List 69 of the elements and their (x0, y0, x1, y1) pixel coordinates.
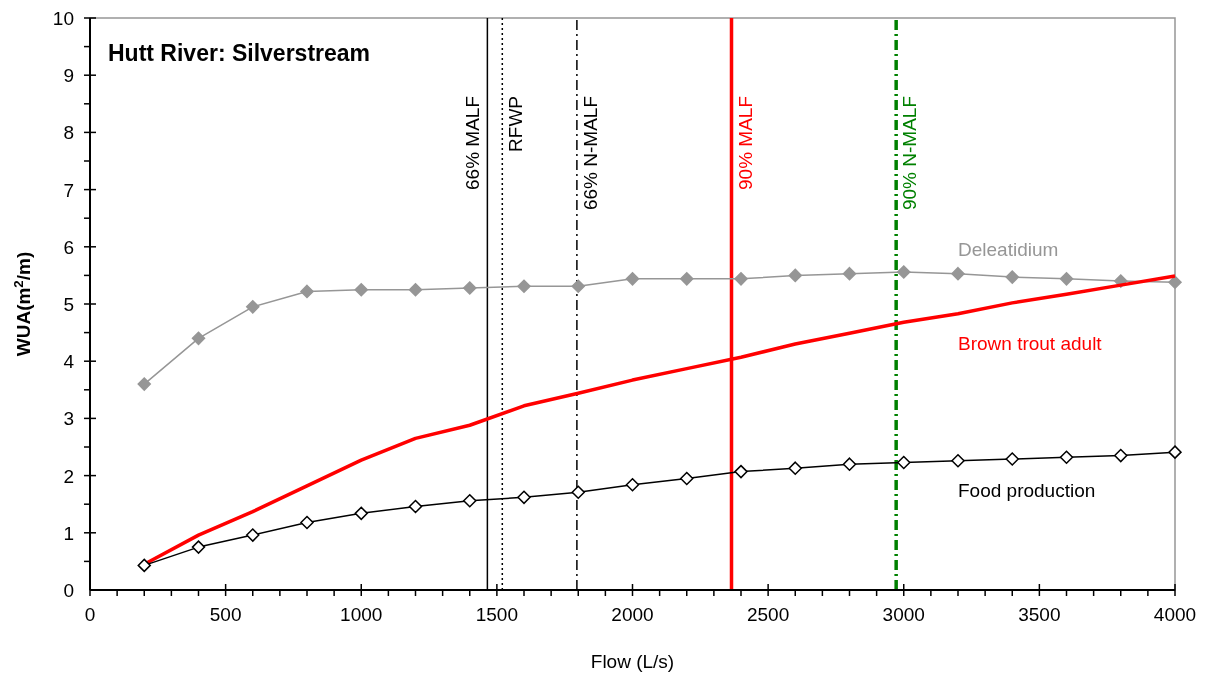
point (246, 528, 260, 542)
point (842, 457, 857, 471)
point (1059, 272, 1074, 286)
series-label: Deleatidium (958, 238, 1059, 260)
y-tick-label: 6 (63, 236, 74, 258)
point (625, 272, 640, 286)
x-tick-label: 2500 (746, 604, 790, 625)
point (571, 485, 585, 499)
x-tick-label: 4000 (1153, 604, 1197, 625)
point (1168, 275, 1182, 290)
point (951, 266, 965, 281)
point (463, 494, 477, 508)
point (680, 272, 694, 286)
point (191, 540, 206, 554)
point (517, 490, 531, 505)
point (788, 461, 802, 475)
point (408, 282, 423, 297)
point (354, 506, 368, 521)
point (897, 265, 911, 279)
point (137, 377, 151, 391)
ref-line-label: RFWP (505, 96, 527, 152)
x-tick-label: 3000 (882, 604, 925, 625)
point (897, 455, 911, 470)
x-axis-title: Flow (L/s) (590, 651, 675, 672)
point (1059, 450, 1074, 465)
y-tick-label: 7 (63, 179, 74, 201)
y-tick-label: 8 (63, 122, 74, 144)
point (354, 282, 368, 297)
point (1005, 452, 1019, 466)
series-label: Food production (958, 479, 1096, 501)
point (1114, 448, 1128, 463)
point (842, 266, 857, 281)
x-tick-label: 1000 (340, 604, 383, 625)
point (1005, 270, 1019, 284)
ref-line-label: 90% N-MALF (899, 96, 921, 211)
x-tick-label: 1500 (475, 604, 519, 625)
point (191, 331, 206, 346)
point (300, 284, 314, 299)
y-tick-label: 9 (63, 65, 74, 87)
x-tick-label: 2000 (611, 604, 654, 625)
ref-line-label: 90% MALF (734, 96, 756, 190)
point (463, 281, 477, 295)
point (137, 558, 151, 573)
point (1168, 445, 1182, 459)
point (571, 279, 585, 294)
series-label: Brown trout adult (958, 332, 1103, 354)
y-tick-label: 3 (63, 408, 74, 430)
x-tick-label: 3500 (1018, 604, 1061, 625)
y-tick-label: 0 (63, 580, 74, 601)
y-tick-label: 5 (63, 294, 74, 315)
x-tick-label: 0 (84, 604, 96, 625)
x-tick-label: 500 (209, 604, 242, 625)
point (680, 471, 694, 486)
point (300, 515, 314, 530)
y-tick-label: 4 (63, 351, 75, 373)
ref-line-label: 66% N-MALF (579, 96, 601, 211)
point (734, 272, 748, 286)
text: Hutt River: Silverstream (108, 40, 371, 66)
ref-line-label: 66% MALF (462, 96, 484, 190)
y-tick-label: 1 (63, 522, 74, 544)
y-tick-label: 10 (52, 8, 74, 29)
y-tick-label: 2 (63, 465, 74, 487)
point (951, 453, 965, 468)
point (734, 464, 748, 479)
point (625, 478, 640, 492)
point (246, 300, 260, 314)
point (408, 499, 423, 514)
point (517, 279, 531, 294)
point (788, 268, 802, 283)
